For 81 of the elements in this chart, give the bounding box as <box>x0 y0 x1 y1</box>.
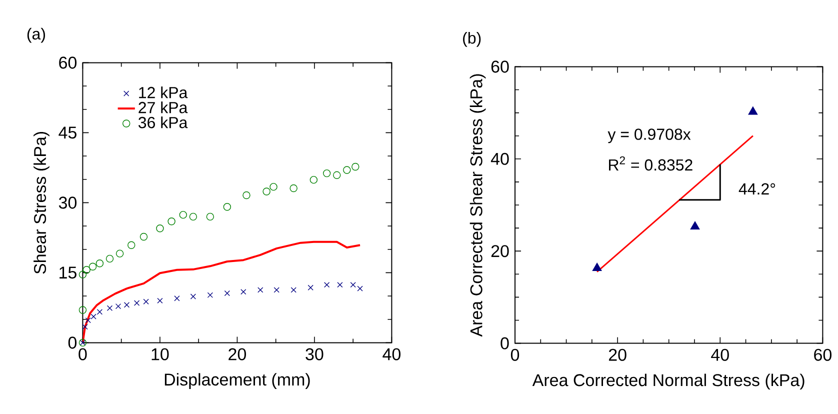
point <box>78 270 87 278</box>
x-tick-label: 0 <box>78 348 87 360</box>
line-series <box>82 240 362 343</box>
y-tick-label: 15 <box>60 266 76 279</box>
y-tick-label: 20 <box>491 245 509 258</box>
point <box>116 250 124 258</box>
point <box>240 288 246 295</box>
y-tick-label: 30 <box>58 196 77 209</box>
point <box>748 106 758 115</box>
point <box>157 298 163 304</box>
x-tick-label: 0 <box>510 348 520 361</box>
y-tick-label: 0 <box>68 336 77 349</box>
point <box>258 287 264 293</box>
chart-title: (b) <box>463 32 481 47</box>
y-axis-title: Area Corrected Shear Stress (kPa) <box>470 74 486 337</box>
x-tick-label: 30 <box>306 348 324 360</box>
annotation: y = 0.9708x <box>608 128 691 144</box>
point <box>592 262 602 271</box>
point <box>96 260 104 268</box>
point <box>262 188 270 196</box>
point <box>88 262 97 270</box>
point <box>156 224 164 232</box>
x-tick-label: 10 <box>152 348 169 360</box>
point <box>190 294 196 300</box>
point <box>310 176 318 184</box>
point <box>274 287 280 293</box>
point <box>357 286 363 292</box>
point <box>78 306 87 314</box>
point <box>324 282 330 288</box>
point <box>134 300 140 306</box>
legend-label: 36 kPa <box>138 116 188 128</box>
point <box>206 212 214 221</box>
point <box>223 203 232 211</box>
point <box>350 282 356 288</box>
point <box>168 218 176 226</box>
point <box>189 212 198 221</box>
point <box>179 210 187 219</box>
legend-label: 12 kPa <box>139 86 188 98</box>
point <box>224 290 230 296</box>
chart-title: (a) <box>27 28 45 43</box>
y-tick-label: 0 <box>500 337 509 350</box>
x-tick-label: 20 <box>608 348 626 361</box>
y-tick-label: 60 <box>59 56 77 69</box>
point <box>106 254 114 263</box>
point <box>115 303 122 310</box>
y-axis-title: Shear Stress (kPa) <box>34 132 50 274</box>
x-tick-label: 40 <box>382 348 400 360</box>
y-tick-label: 60 <box>491 60 509 73</box>
x-axis-title: Area Corrected Normal Stress (kPa) <box>532 374 804 390</box>
point <box>96 309 103 315</box>
point <box>333 171 341 180</box>
point <box>82 324 88 330</box>
point <box>270 182 278 191</box>
point <box>337 282 343 288</box>
point <box>343 166 351 174</box>
point <box>352 162 360 171</box>
legend-label: 27 kPa <box>138 101 188 114</box>
point <box>174 296 180 302</box>
y-tick-label: 45 <box>58 126 76 139</box>
x-tick-label: 20 <box>228 348 246 360</box>
point <box>128 241 136 250</box>
x-tick-label: 40 <box>711 348 729 361</box>
y-tick-label: 40 <box>490 152 509 165</box>
point <box>322 169 331 178</box>
point <box>290 184 298 192</box>
point <box>124 302 130 308</box>
point <box>690 221 700 230</box>
annotation: 44.2° <box>738 183 776 194</box>
point <box>140 232 148 241</box>
point <box>143 298 149 304</box>
point <box>290 287 296 293</box>
point <box>242 191 250 200</box>
x-tick-label: 60 <box>814 348 832 361</box>
point <box>207 292 213 298</box>
point <box>90 314 96 320</box>
point <box>106 305 113 311</box>
point <box>82 266 90 274</box>
point <box>85 317 91 324</box>
annotation: R$^{2}$ = 0.8352 <box>609 156 692 171</box>
point <box>308 284 314 290</box>
x-axis-title: Displacement (mm) <box>164 373 310 389</box>
